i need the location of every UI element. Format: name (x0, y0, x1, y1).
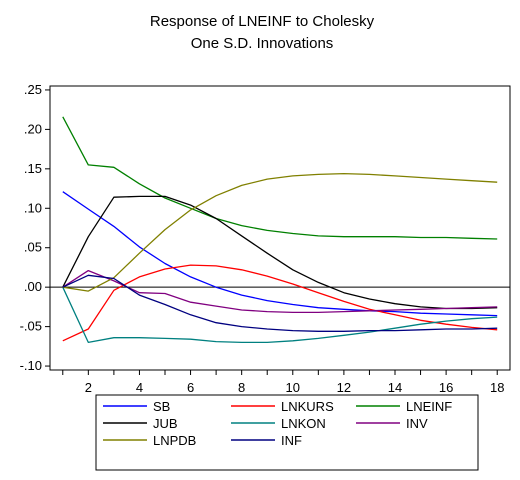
series-line-sb (62, 191, 498, 317)
legend-label-inv: INV (406, 416, 428, 431)
x-tick-label: 12 (337, 380, 351, 395)
y-tick-label: .15 (24, 161, 42, 176)
legend-label-sb: SB (153, 399, 170, 414)
legend-label-lnkurs: LNKURS (281, 399, 334, 414)
x-tick-label: 14 (388, 380, 402, 395)
legend-label-lnkon: LNKON (281, 416, 326, 431)
y-tick-label: .25 (24, 82, 42, 97)
x-tick-label: 6 (187, 380, 194, 395)
x-tick-label: 10 (286, 380, 300, 395)
series-line-inf (62, 274, 498, 332)
series-line-inv (62, 269, 498, 314)
y-tick-label: .10 (24, 200, 42, 215)
x-tick-label: 4 (136, 380, 143, 395)
y-tick-label: -.10 (20, 358, 42, 373)
y-tick-label: .00 (24, 279, 42, 294)
y-tick-label: .20 (24, 121, 42, 136)
series-line-lnkurs (62, 264, 498, 342)
series-line-lnpdb (62, 172, 498, 292)
y-tick-label: .05 (24, 240, 42, 255)
chart-subtitle: One S.D. Innovations (191, 35, 334, 52)
x-tick-label: 16 (439, 380, 453, 395)
y-tick-label: -.05 (20, 319, 42, 334)
x-tick-label: 2 (85, 380, 92, 395)
x-tick-label: 8 (238, 380, 245, 395)
series-line-lneinf (62, 116, 498, 240)
x-tick-label: 18 (490, 380, 504, 395)
plot-frame (49, 85, 511, 371)
legend-box (95, 394, 479, 471)
chart-title: Response of LNEINF to Cholesky (150, 13, 375, 30)
legend-label-lnpdb: LNPDB (153, 433, 196, 448)
series-line-lnkon (62, 286, 498, 344)
legend-label-jub: JUB (153, 416, 178, 431)
legend-label-inf: INF (281, 433, 302, 448)
legend-label-lneinf: LNEINF (406, 399, 452, 414)
series-line-jub (62, 195, 498, 310)
